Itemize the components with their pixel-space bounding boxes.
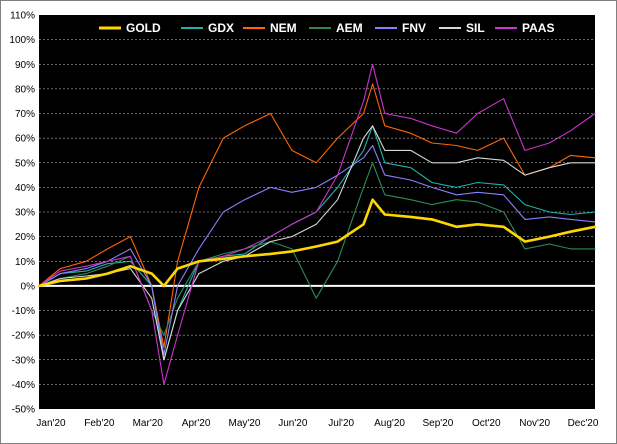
legend-label-gold: GOLD <box>126 21 161 35</box>
series-line-sil <box>38 125 596 361</box>
x-tick-label: Jun'20 <box>278 418 308 429</box>
series-line-nem <box>38 83 596 348</box>
y-tick-label: 0% <box>21 281 36 292</box>
y-tick-label: 60% <box>15 134 35 145</box>
y-tick-label: 40% <box>15 183 35 194</box>
y-tick-label: -50% <box>12 405 35 416</box>
y-tick-label: -40% <box>12 380 35 391</box>
x-tick-label: Aug'20 <box>374 418 405 429</box>
y-axis-ticks: -50% -40% -30% -20% -10% 0% 10% 20% 30% 40% 50% 60%… <box>9 11 35 416</box>
y-tick-label: 110% <box>10 11 35 22</box>
gridlines <box>39 39 595 385</box>
x-tick-label: Dec'20 <box>568 418 599 429</box>
x-axis-ticks: Jan'20 Feb'20 Mar'20 Apr'20 May'20 Jun'20 Jul'… <box>36 418 598 429</box>
y-tick-label: 20% <box>15 232 35 243</box>
y-tick-label: 10% <box>15 257 35 268</box>
x-tick-label: Jan'20 <box>36 418 66 429</box>
legend: GOLD GDX NEM AEM FNV SIL PAAS <box>99 21 554 35</box>
series-line-paas <box>38 63 596 385</box>
legend-label-sil: SIL <box>466 21 485 35</box>
legend-label-aem: AEM <box>336 21 363 35</box>
legend-label-gdx: GDX <box>208 21 234 35</box>
y-tick-label: 80% <box>15 84 35 95</box>
x-tick-label: Apr'20 <box>182 418 211 429</box>
y-tick-label: 90% <box>15 60 35 71</box>
series-line-fnv <box>38 144 596 356</box>
x-tick-label: May'20 <box>228 418 260 429</box>
y-tick-label: -20% <box>12 331 35 342</box>
x-tick-label: Mar'20 <box>133 418 164 429</box>
x-tick-label: Sep'20 <box>422 418 453 429</box>
y-tick-label: -10% <box>12 306 35 317</box>
y-tick-label: 70% <box>15 109 35 120</box>
series-lines <box>37 63 597 385</box>
legend-label-nem: NEM <box>270 21 297 35</box>
legend-label-fnv: FNV <box>402 21 426 35</box>
series-line-gold <box>37 198 597 288</box>
y-tick-label: 50% <box>15 158 35 169</box>
y-tick-label: 30% <box>15 208 35 219</box>
y-tick-label: -30% <box>12 355 35 366</box>
y-tick-label: 100% <box>9 35 35 46</box>
legend-label-paas: PAAS <box>522 21 554 35</box>
x-tick-label: Oct'20 <box>472 418 501 429</box>
x-tick-label: Feb'20 <box>84 418 115 429</box>
x-tick-label: Nov'20 <box>519 418 550 429</box>
x-tick-label: Jul'20 <box>328 418 354 429</box>
